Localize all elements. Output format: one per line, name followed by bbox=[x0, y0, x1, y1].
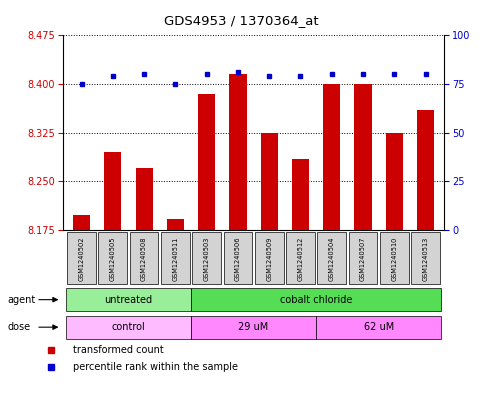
Bar bbox=[73, 215, 90, 230]
Bar bbox=[198, 94, 215, 230]
Text: GSM1240507: GSM1240507 bbox=[360, 236, 366, 281]
FancyBboxPatch shape bbox=[316, 316, 441, 339]
FancyBboxPatch shape bbox=[161, 232, 190, 285]
Text: agent: agent bbox=[7, 295, 35, 305]
Text: GSM1240509: GSM1240509 bbox=[266, 236, 272, 281]
FancyBboxPatch shape bbox=[411, 232, 440, 285]
FancyBboxPatch shape bbox=[286, 232, 315, 285]
Bar bbox=[167, 219, 184, 230]
Text: 29 uM: 29 uM bbox=[239, 322, 269, 332]
Text: GSM1240510: GSM1240510 bbox=[391, 236, 398, 281]
Text: untreated: untreated bbox=[104, 295, 153, 305]
FancyBboxPatch shape bbox=[224, 232, 252, 285]
Text: GDS4953 / 1370364_at: GDS4953 / 1370364_at bbox=[164, 14, 319, 27]
FancyBboxPatch shape bbox=[349, 232, 377, 285]
Text: control: control bbox=[112, 322, 145, 332]
FancyBboxPatch shape bbox=[130, 232, 158, 285]
FancyBboxPatch shape bbox=[66, 316, 191, 339]
FancyBboxPatch shape bbox=[99, 232, 127, 285]
Bar bbox=[417, 110, 434, 230]
Text: GSM1240512: GSM1240512 bbox=[298, 236, 303, 281]
Bar bbox=[386, 133, 403, 230]
Text: GSM1240508: GSM1240508 bbox=[141, 236, 147, 281]
Text: GSM1240502: GSM1240502 bbox=[79, 236, 85, 281]
Text: transformed count: transformed count bbox=[72, 345, 163, 355]
FancyBboxPatch shape bbox=[67, 232, 96, 285]
Text: GSM1240503: GSM1240503 bbox=[204, 236, 210, 281]
FancyBboxPatch shape bbox=[191, 316, 316, 339]
FancyBboxPatch shape bbox=[255, 232, 284, 285]
Text: percentile rank within the sample: percentile rank within the sample bbox=[72, 362, 238, 372]
Text: dose: dose bbox=[7, 322, 30, 332]
Bar bbox=[104, 152, 121, 230]
Text: GSM1240504: GSM1240504 bbox=[329, 236, 335, 281]
Bar bbox=[355, 84, 371, 230]
Text: GSM1240505: GSM1240505 bbox=[110, 236, 116, 281]
Text: GSM1240511: GSM1240511 bbox=[172, 236, 178, 281]
Bar bbox=[323, 84, 341, 230]
Text: GSM1240506: GSM1240506 bbox=[235, 236, 241, 281]
FancyBboxPatch shape bbox=[317, 232, 346, 285]
FancyBboxPatch shape bbox=[380, 232, 409, 285]
Text: cobalt chloride: cobalt chloride bbox=[280, 295, 352, 305]
FancyBboxPatch shape bbox=[192, 232, 221, 285]
Bar bbox=[292, 158, 309, 230]
Bar bbox=[261, 133, 278, 230]
FancyBboxPatch shape bbox=[66, 288, 191, 311]
FancyBboxPatch shape bbox=[191, 288, 441, 311]
Text: GSM1240513: GSM1240513 bbox=[423, 236, 428, 281]
Text: 62 uM: 62 uM bbox=[364, 322, 394, 332]
Bar bbox=[136, 168, 153, 230]
Bar bbox=[229, 74, 246, 230]
